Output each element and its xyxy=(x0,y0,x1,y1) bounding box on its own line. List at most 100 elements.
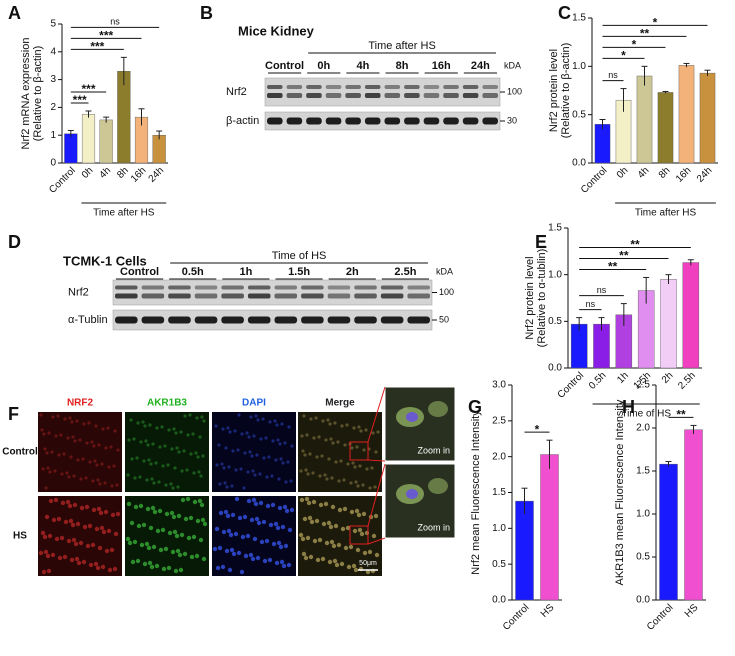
cell xyxy=(214,424,218,428)
cell xyxy=(141,522,147,528)
cell xyxy=(189,554,195,560)
y-tick-label: 1.0 xyxy=(572,61,586,72)
y-tick-label: 0.5 xyxy=(572,109,586,120)
cell xyxy=(147,458,151,462)
cell xyxy=(314,416,318,420)
bar xyxy=(660,279,677,369)
cell xyxy=(228,532,234,538)
cell xyxy=(171,486,175,490)
cell xyxy=(362,550,368,556)
cell xyxy=(71,537,77,543)
zoom-line xyxy=(367,463,386,527)
marker-label: 30 xyxy=(507,115,517,125)
row-label: Control xyxy=(2,447,38,458)
band xyxy=(306,85,322,89)
cell xyxy=(185,496,191,502)
cell xyxy=(160,425,164,429)
x-tick-label: HS xyxy=(539,602,557,620)
cell xyxy=(327,457,331,461)
cell xyxy=(346,564,352,570)
zoom-line xyxy=(367,537,386,545)
zoom-box xyxy=(349,525,369,545)
band xyxy=(325,85,342,89)
bar xyxy=(699,72,716,164)
cell xyxy=(348,544,354,550)
cell xyxy=(376,430,380,434)
cell xyxy=(253,473,257,477)
cell xyxy=(103,509,109,515)
cell xyxy=(112,464,116,468)
cell xyxy=(271,541,277,547)
cell xyxy=(225,513,231,519)
cell xyxy=(47,431,51,435)
cell xyxy=(191,432,195,436)
cell xyxy=(186,433,190,437)
y-tick-label: 1.5 xyxy=(548,223,562,234)
cell xyxy=(185,468,189,472)
band xyxy=(423,93,440,98)
cell xyxy=(109,445,113,449)
panel-letter: A xyxy=(8,3,21,23)
cell xyxy=(69,455,73,459)
cell xyxy=(107,567,113,573)
bar xyxy=(570,323,588,369)
cell xyxy=(176,485,180,489)
cell xyxy=(267,455,271,459)
cell xyxy=(221,427,225,431)
cell xyxy=(202,521,208,527)
channel-label: Merge xyxy=(325,398,355,409)
cell xyxy=(164,483,168,487)
band xyxy=(325,93,342,98)
bar xyxy=(684,429,703,601)
cell xyxy=(101,529,107,535)
band xyxy=(247,293,271,299)
cell xyxy=(42,534,48,540)
cell xyxy=(166,565,172,571)
cell xyxy=(306,500,312,506)
lane-label: 16h xyxy=(432,60,451,72)
band xyxy=(286,93,303,98)
cell xyxy=(66,436,70,440)
cell xyxy=(79,477,83,481)
band xyxy=(141,316,165,324)
cell xyxy=(182,551,188,557)
cell xyxy=(135,558,141,564)
cell xyxy=(240,432,244,436)
cell xyxy=(371,533,377,539)
cell xyxy=(239,569,245,575)
cell xyxy=(217,545,223,551)
cell xyxy=(230,512,236,518)
cell xyxy=(70,420,74,424)
row-label: β-actin xyxy=(226,115,259,127)
cell xyxy=(333,523,339,529)
cell xyxy=(78,438,82,442)
row-label: Nrf2 xyxy=(226,86,247,98)
cell xyxy=(148,525,154,531)
cell xyxy=(226,528,232,534)
cell xyxy=(339,561,345,567)
y-axis-label: Nrf2 protein level xyxy=(548,49,560,132)
cell xyxy=(59,433,63,437)
cell xyxy=(70,522,76,528)
cell xyxy=(169,482,173,486)
band xyxy=(168,316,191,324)
band xyxy=(407,293,430,299)
cell xyxy=(150,505,156,511)
band xyxy=(325,117,342,125)
cell xyxy=(112,566,118,572)
cell xyxy=(125,536,131,542)
cell xyxy=(274,458,278,462)
cell xyxy=(174,533,180,539)
band xyxy=(380,285,404,290)
cell xyxy=(164,511,170,517)
cell xyxy=(189,452,193,456)
sig-label: ns xyxy=(597,285,607,295)
cell xyxy=(169,510,175,516)
cell xyxy=(289,479,293,483)
x-tick-label: 2h xyxy=(660,370,676,386)
cell xyxy=(276,438,280,442)
cell xyxy=(147,560,153,566)
lane-label: 24h xyxy=(471,60,490,72)
cell xyxy=(97,443,101,447)
cell xyxy=(146,443,150,447)
